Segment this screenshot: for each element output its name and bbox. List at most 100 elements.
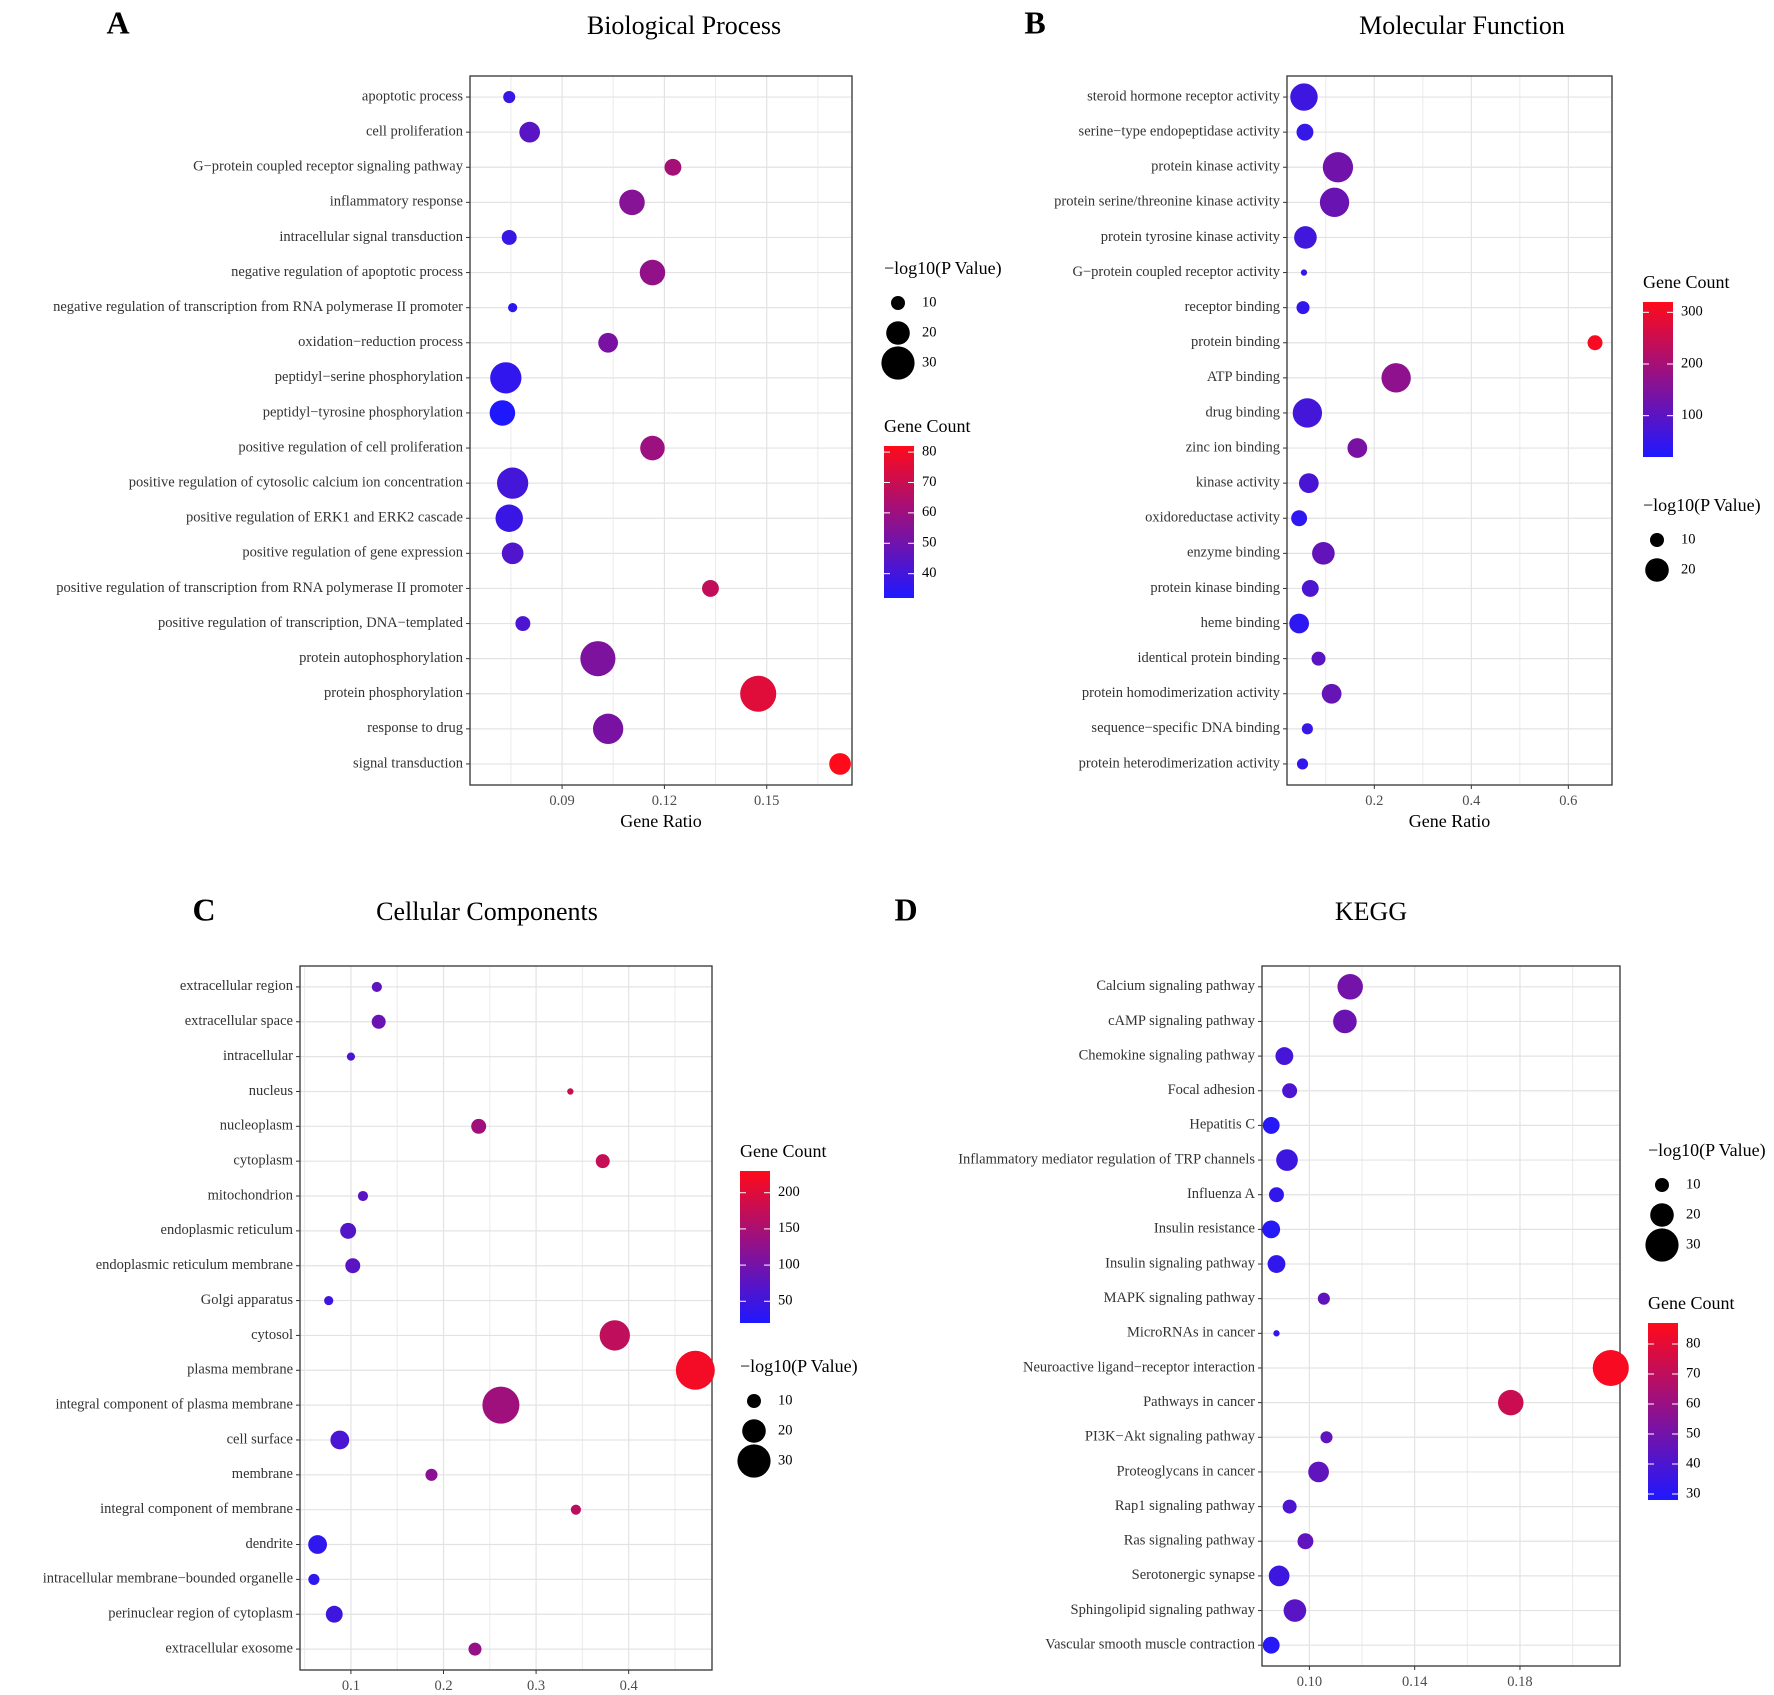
y-tick-label: positive regulation of cytosolic calcium… <box>129 474 464 490</box>
y-tick-label: zinc ion binding <box>1186 439 1280 455</box>
y-tick-label: dendrite <box>245 1536 293 1552</box>
plot-frame <box>1261 965 1621 1667</box>
data-point <box>501 542 524 565</box>
data-point <box>519 121 541 143</box>
data-point <box>1319 187 1350 218</box>
y-tick-label: Hepatitis C <box>1189 1117 1255 1133</box>
y-tick-label: protein heterodimerization activity <box>1079 755 1281 771</box>
y-tick-label: positive regulation of cell proliferatio… <box>238 439 463 455</box>
x-tick-label: 0.15 <box>754 793 779 809</box>
data-point <box>357 1190 369 1202</box>
data-point <box>619 189 645 216</box>
data-point <box>1294 226 1317 249</box>
panel-b: B Molecular Function steroid hormone recep… <box>1024 4 1760 831</box>
data-points <box>308 981 715 1656</box>
y-tick-label: enzyme binding <box>1187 545 1280 561</box>
y-tick-label: mitochondrion <box>208 1187 294 1203</box>
data-point <box>325 1605 343 1623</box>
plot-area <box>1287 76 1612 785</box>
y-tick-label: extracellular region <box>180 978 294 994</box>
data-point <box>501 229 517 245</box>
data-point <box>1320 1431 1333 1444</box>
y-tick-label: G−protein coupled receptor signaling pat… <box>193 159 464 175</box>
color-legend-label: 70 <box>1686 1365 1701 1381</box>
data-point <box>1296 123 1314 141</box>
y-tick-label: intracellular <box>223 1048 293 1064</box>
data-point <box>345 1258 361 1274</box>
color-legend: Gene Count 40 50 60 70 80 <box>884 416 970 598</box>
x-tick-label: 0.18 <box>1507 1674 1532 1690</box>
panel-title: KEGG <box>1335 897 1407 926</box>
data-point <box>1267 1255 1286 1273</box>
data-point <box>490 362 522 394</box>
y-tick-label: Insulin signaling pathway <box>1105 1255 1256 1271</box>
size-legend-label: 10 <box>1681 531 1696 547</box>
color-legend-label: 50 <box>1686 1425 1701 1441</box>
data-point <box>592 713 624 745</box>
data-point <box>702 580 719 597</box>
y-tick-label: membrane <box>232 1466 293 1482</box>
y-tick-label: nucleoplasm <box>220 1118 294 1134</box>
size-legend-label: 20 <box>922 324 937 340</box>
data-point <box>567 1088 574 1095</box>
color-legend-label: 60 <box>922 504 937 520</box>
data-point <box>1262 1220 1281 1239</box>
panel-title: Cellular Components <box>376 897 598 926</box>
color-legend-label: 100 <box>778 1256 800 1272</box>
y-tick-label: protein phosphorylation <box>324 685 464 701</box>
y-tick-label: apoptotic process <box>362 88 463 104</box>
color-legend: Gene Count 100 200 300 <box>1643 272 1729 457</box>
data-point <box>829 753 851 775</box>
color-legend-title: Gene Count <box>1643 272 1729 292</box>
size-legend-label: 20 <box>1681 561 1696 577</box>
size-legend-key <box>737 1444 771 1478</box>
data-point <box>515 616 531 632</box>
color-legend-label: 80 <box>922 443 937 459</box>
size-legend-key <box>1645 1228 1679 1262</box>
data-point <box>1262 1116 1280 1134</box>
y-tick-label: cAMP signaling pathway <box>1108 1013 1256 1029</box>
y-tick-label: protein binding <box>1191 334 1280 350</box>
panel-letter: B <box>1024 4 1045 40</box>
data-point <box>1321 683 1342 704</box>
y-tick-label: peptidyl−serine phosphorylation <box>275 369 464 385</box>
data-point <box>471 1118 487 1134</box>
color-legend-title: Gene Count <box>740 1141 826 1161</box>
y-tick-label: intracellular membrane−bounded organelle <box>43 1571 293 1587</box>
data-point <box>1289 613 1310 634</box>
data-point <box>595 1154 610 1169</box>
color-legend-label: 150 <box>778 1220 800 1236</box>
data-point <box>495 504 523 532</box>
y-tick-label: integral component of plasma membrane <box>55 1396 293 1412</box>
data-point <box>1322 152 1354 183</box>
y-tick-label: PI3K−Akt signaling pathway <box>1085 1429 1256 1445</box>
data-point <box>1497 1389 1524 1416</box>
data-point <box>1301 723 1313 735</box>
color-legend-label: 200 <box>778 1184 800 1200</box>
x-tick-label: 0.4 <box>620 1678 639 1694</box>
data-point <box>1317 1292 1330 1305</box>
y-tick-label: negative regulation of transcription fro… <box>53 299 463 315</box>
y-tick-label: cell surface <box>227 1431 293 1447</box>
y-tick-label: ATP binding <box>1207 369 1280 385</box>
data-point <box>496 467 529 499</box>
y-tick-label: receptor binding <box>1185 299 1280 315</box>
data-point <box>508 303 518 313</box>
y-tick-label: Golgi apparatus <box>201 1292 294 1308</box>
panel-letter: C <box>192 891 215 927</box>
data-point <box>503 91 516 104</box>
y-tick-label: cytosol <box>251 1327 293 1343</box>
grid-lines <box>300 966 712 1670</box>
color-legend-label: 300 <box>1681 304 1703 320</box>
y-tick-label: extracellular exosome <box>165 1640 293 1656</box>
size-legend-label: 30 <box>922 354 937 370</box>
color-legend-title: Gene Count <box>884 416 970 436</box>
size-legend-label: 30 <box>778 1452 793 1468</box>
data-point <box>1296 301 1310 315</box>
y-tick-label: endoplasmic reticulum membrane <box>96 1257 293 1273</box>
data-point <box>308 1535 327 1554</box>
y-tick-label: protein homodimerization activity <box>1082 685 1281 701</box>
y-tick-label: response to drug <box>367 720 463 736</box>
data-point <box>1587 335 1603 351</box>
color-legend-title: Gene Count <box>1648 1293 1734 1313</box>
